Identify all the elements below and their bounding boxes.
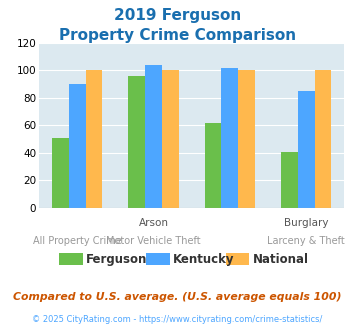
- Text: 2019 Ferguson: 2019 Ferguson: [114, 8, 241, 23]
- Text: Kentucky: Kentucky: [173, 252, 235, 266]
- Text: Larceny & Theft: Larceny & Theft: [267, 236, 345, 246]
- Bar: [205, 123, 222, 208]
- Text: Ferguson: Ferguson: [86, 252, 147, 266]
- Text: National: National: [253, 252, 309, 266]
- Bar: [162, 70, 179, 208]
- Bar: [222, 68, 238, 208]
- Bar: [86, 70, 102, 208]
- Bar: [145, 65, 162, 208]
- Text: © 2025 CityRating.com - https://www.cityrating.com/crime-statistics/: © 2025 CityRating.com - https://www.city…: [32, 315, 323, 324]
- Text: Compared to U.S. average. (U.S. average equals 100): Compared to U.S. average. (U.S. average …: [13, 292, 342, 302]
- Text: Burglary: Burglary: [284, 218, 328, 228]
- Bar: [298, 91, 315, 208]
- Bar: [52, 138, 69, 208]
- Text: Arson: Arson: [138, 218, 169, 228]
- Bar: [281, 151, 298, 208]
- Bar: [238, 70, 255, 208]
- Text: Property Crime Comparison: Property Crime Comparison: [59, 28, 296, 43]
- Bar: [69, 84, 86, 208]
- Text: All Property Crime: All Property Crime: [33, 236, 121, 246]
- Bar: [315, 70, 331, 208]
- Bar: [129, 76, 145, 208]
- Text: Motor Vehicle Theft: Motor Vehicle Theft: [106, 236, 201, 246]
